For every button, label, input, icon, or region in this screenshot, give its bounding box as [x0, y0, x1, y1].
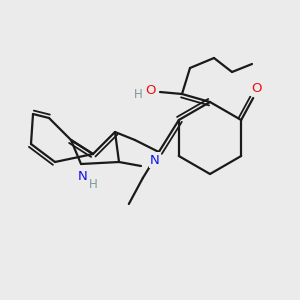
Text: N: N [150, 154, 160, 166]
Text: H: H [88, 178, 98, 190]
Text: O: O [145, 83, 155, 97]
Text: N: N [78, 169, 88, 182]
Text: O: O [251, 82, 261, 94]
Text: H: H [134, 88, 142, 101]
